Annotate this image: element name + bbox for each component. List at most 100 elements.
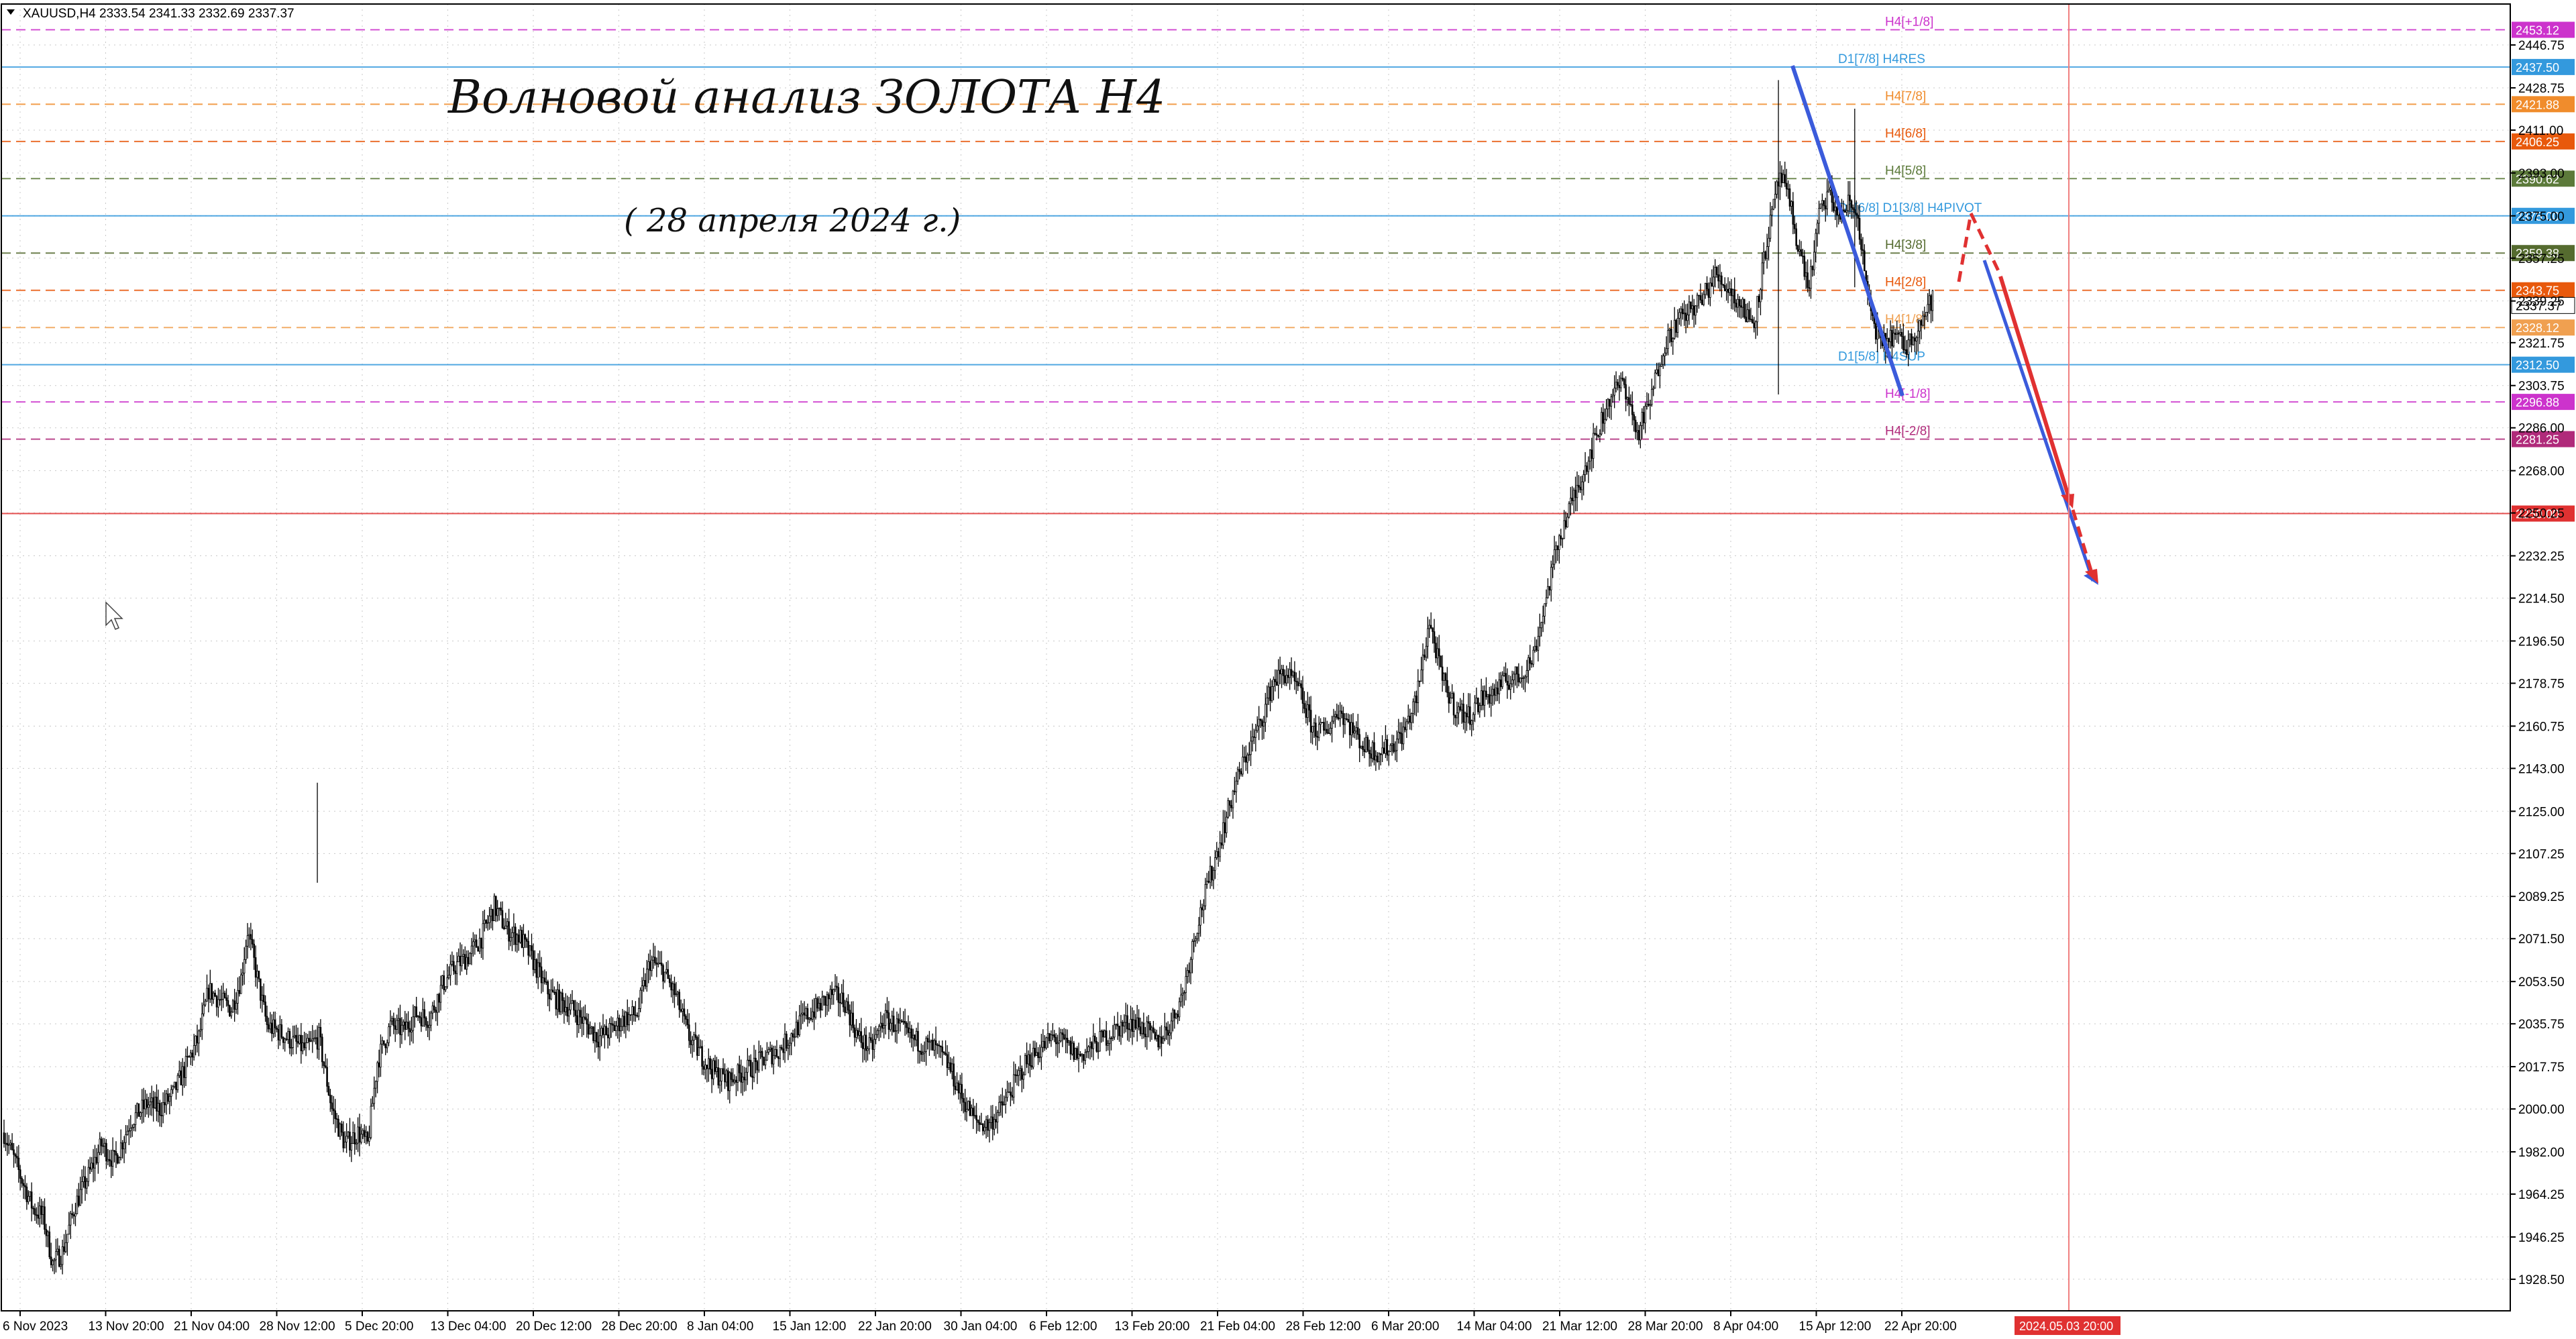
- candle-body: [6, 1142, 9, 1146]
- candle-body: [623, 1016, 625, 1027]
- candle-body: [486, 922, 489, 924]
- candle-body: [810, 1018, 812, 1020]
- candle-body: [215, 996, 218, 1008]
- candle-body: [1852, 207, 1854, 210]
- candle-body: [1199, 907, 1201, 926]
- candle-body: [352, 1132, 354, 1144]
- candle-body: [1703, 294, 1705, 305]
- candle-body: [710, 1069, 713, 1079]
- candle-body: [394, 1025, 396, 1030]
- time-tick-label: 21 Mar 12:00: [1542, 1320, 1617, 1334]
- candle-body: [1394, 750, 1397, 752]
- level-label: H4[+1/8]: [1885, 15, 1933, 29]
- candle-body: [1811, 266, 1814, 270]
- candle-body: [964, 1102, 966, 1112]
- candle-body: [1315, 722, 1317, 737]
- candle-body: [534, 959, 536, 970]
- candle-body: [1228, 800, 1231, 806]
- candle-body: [1365, 737, 1367, 752]
- candle-body: [839, 1002, 841, 1004]
- candle-body: [1196, 932, 1199, 939]
- candle-body: [652, 957, 655, 961]
- candle-body: [425, 1017, 427, 1026]
- candle-body: [227, 1000, 229, 1006]
- candle-body: [635, 1014, 637, 1016]
- candle-body: [867, 1049, 869, 1051]
- candle-body: [816, 998, 818, 1009]
- candle-body: [1183, 992, 1185, 994]
- candle-body: [1259, 718, 1262, 721]
- candle-body: [690, 1040, 692, 1045]
- candle-body: [339, 1124, 341, 1137]
- candle-body: [392, 1018, 395, 1026]
- candle-body: [1576, 484, 1578, 498]
- candle-body: [962, 1097, 965, 1103]
- candle-body: [1443, 673, 1445, 681]
- candle-body: [268, 1024, 270, 1030]
- candle-body: [1452, 693, 1455, 716]
- candle-body: [738, 1064, 741, 1073]
- candle-body: [926, 1038, 929, 1042]
- candle-body: [1894, 333, 1896, 335]
- candle-body: [1680, 309, 1682, 313]
- candle-body: [240, 974, 242, 994]
- candle-body: [991, 1116, 994, 1130]
- candle-body: [1741, 299, 1744, 308]
- candle-body: [524, 934, 527, 940]
- candle-body: [45, 1229, 48, 1236]
- candle-body: [71, 1213, 73, 1216]
- candle-body: [343, 1141, 346, 1148]
- candle-body: [1592, 433, 1595, 459]
- time-tick-label: 22 Apr 20:00: [1884, 1320, 1957, 1334]
- level-label: D1[5/8] H4SUP: [1838, 350, 1925, 364]
- candle-body: [1876, 326, 1878, 340]
- candle-body: [1405, 721, 1408, 731]
- candle-body: [1818, 208, 1820, 224]
- candle-body: [451, 961, 453, 965]
- candle-body: [1110, 1038, 1112, 1039]
- candle-body: [993, 1119, 996, 1130]
- candle-body: [1232, 790, 1234, 808]
- candle-body: [766, 1052, 768, 1061]
- candle-body: [1534, 645, 1536, 651]
- candle-body: [1719, 275, 1721, 282]
- candle-body: [148, 1104, 150, 1108]
- candle-body: [282, 1036, 284, 1043]
- candle-body: [1482, 690, 1484, 706]
- candle-body: [358, 1126, 361, 1142]
- candle-body: [1024, 1055, 1026, 1075]
- candle-body: [241, 973, 244, 975]
- candle-body: [1516, 666, 1518, 675]
- candle-body: [1466, 712, 1468, 718]
- level-price-tag: [2512, 58, 2575, 75]
- candle-body: [136, 1103, 138, 1114]
- candle-body: [1508, 684, 1510, 690]
- level-label: H4[1/8]: [1885, 313, 1926, 327]
- candle-body: [657, 963, 659, 965]
- candle-body: [79, 1189, 82, 1206]
- candle-body: [724, 1073, 726, 1083]
- candle-body: [1433, 631, 1436, 644]
- candle-body: [1594, 433, 1596, 435]
- candle-body: [1435, 643, 1437, 659]
- candle-body: [475, 939, 478, 948]
- header-dropdown-icon[interactable]: [7, 9, 15, 15]
- candle-body: [1205, 881, 1208, 885]
- candle-body: [1558, 535, 1560, 550]
- candle-body: [66, 1234, 68, 1243]
- candle-body: [388, 1026, 390, 1043]
- candle-body: [1721, 275, 1723, 285]
- candle-body: [1493, 688, 1495, 696]
- level-label: H4[3/8]: [1885, 238, 1926, 252]
- price-tick-label: 2303.75: [2518, 380, 2565, 394]
- candle-body: [117, 1155, 119, 1164]
- candle-body: [1477, 698, 1479, 712]
- candle-body: [1225, 816, 1228, 833]
- candle-body: [1292, 672, 1294, 676]
- candle-body: [1308, 704, 1310, 711]
- candle-body: [83, 1176, 85, 1182]
- candle-body: [1488, 694, 1491, 704]
- candle-body: [329, 1094, 331, 1104]
- candle-body: [1735, 303, 1737, 308]
